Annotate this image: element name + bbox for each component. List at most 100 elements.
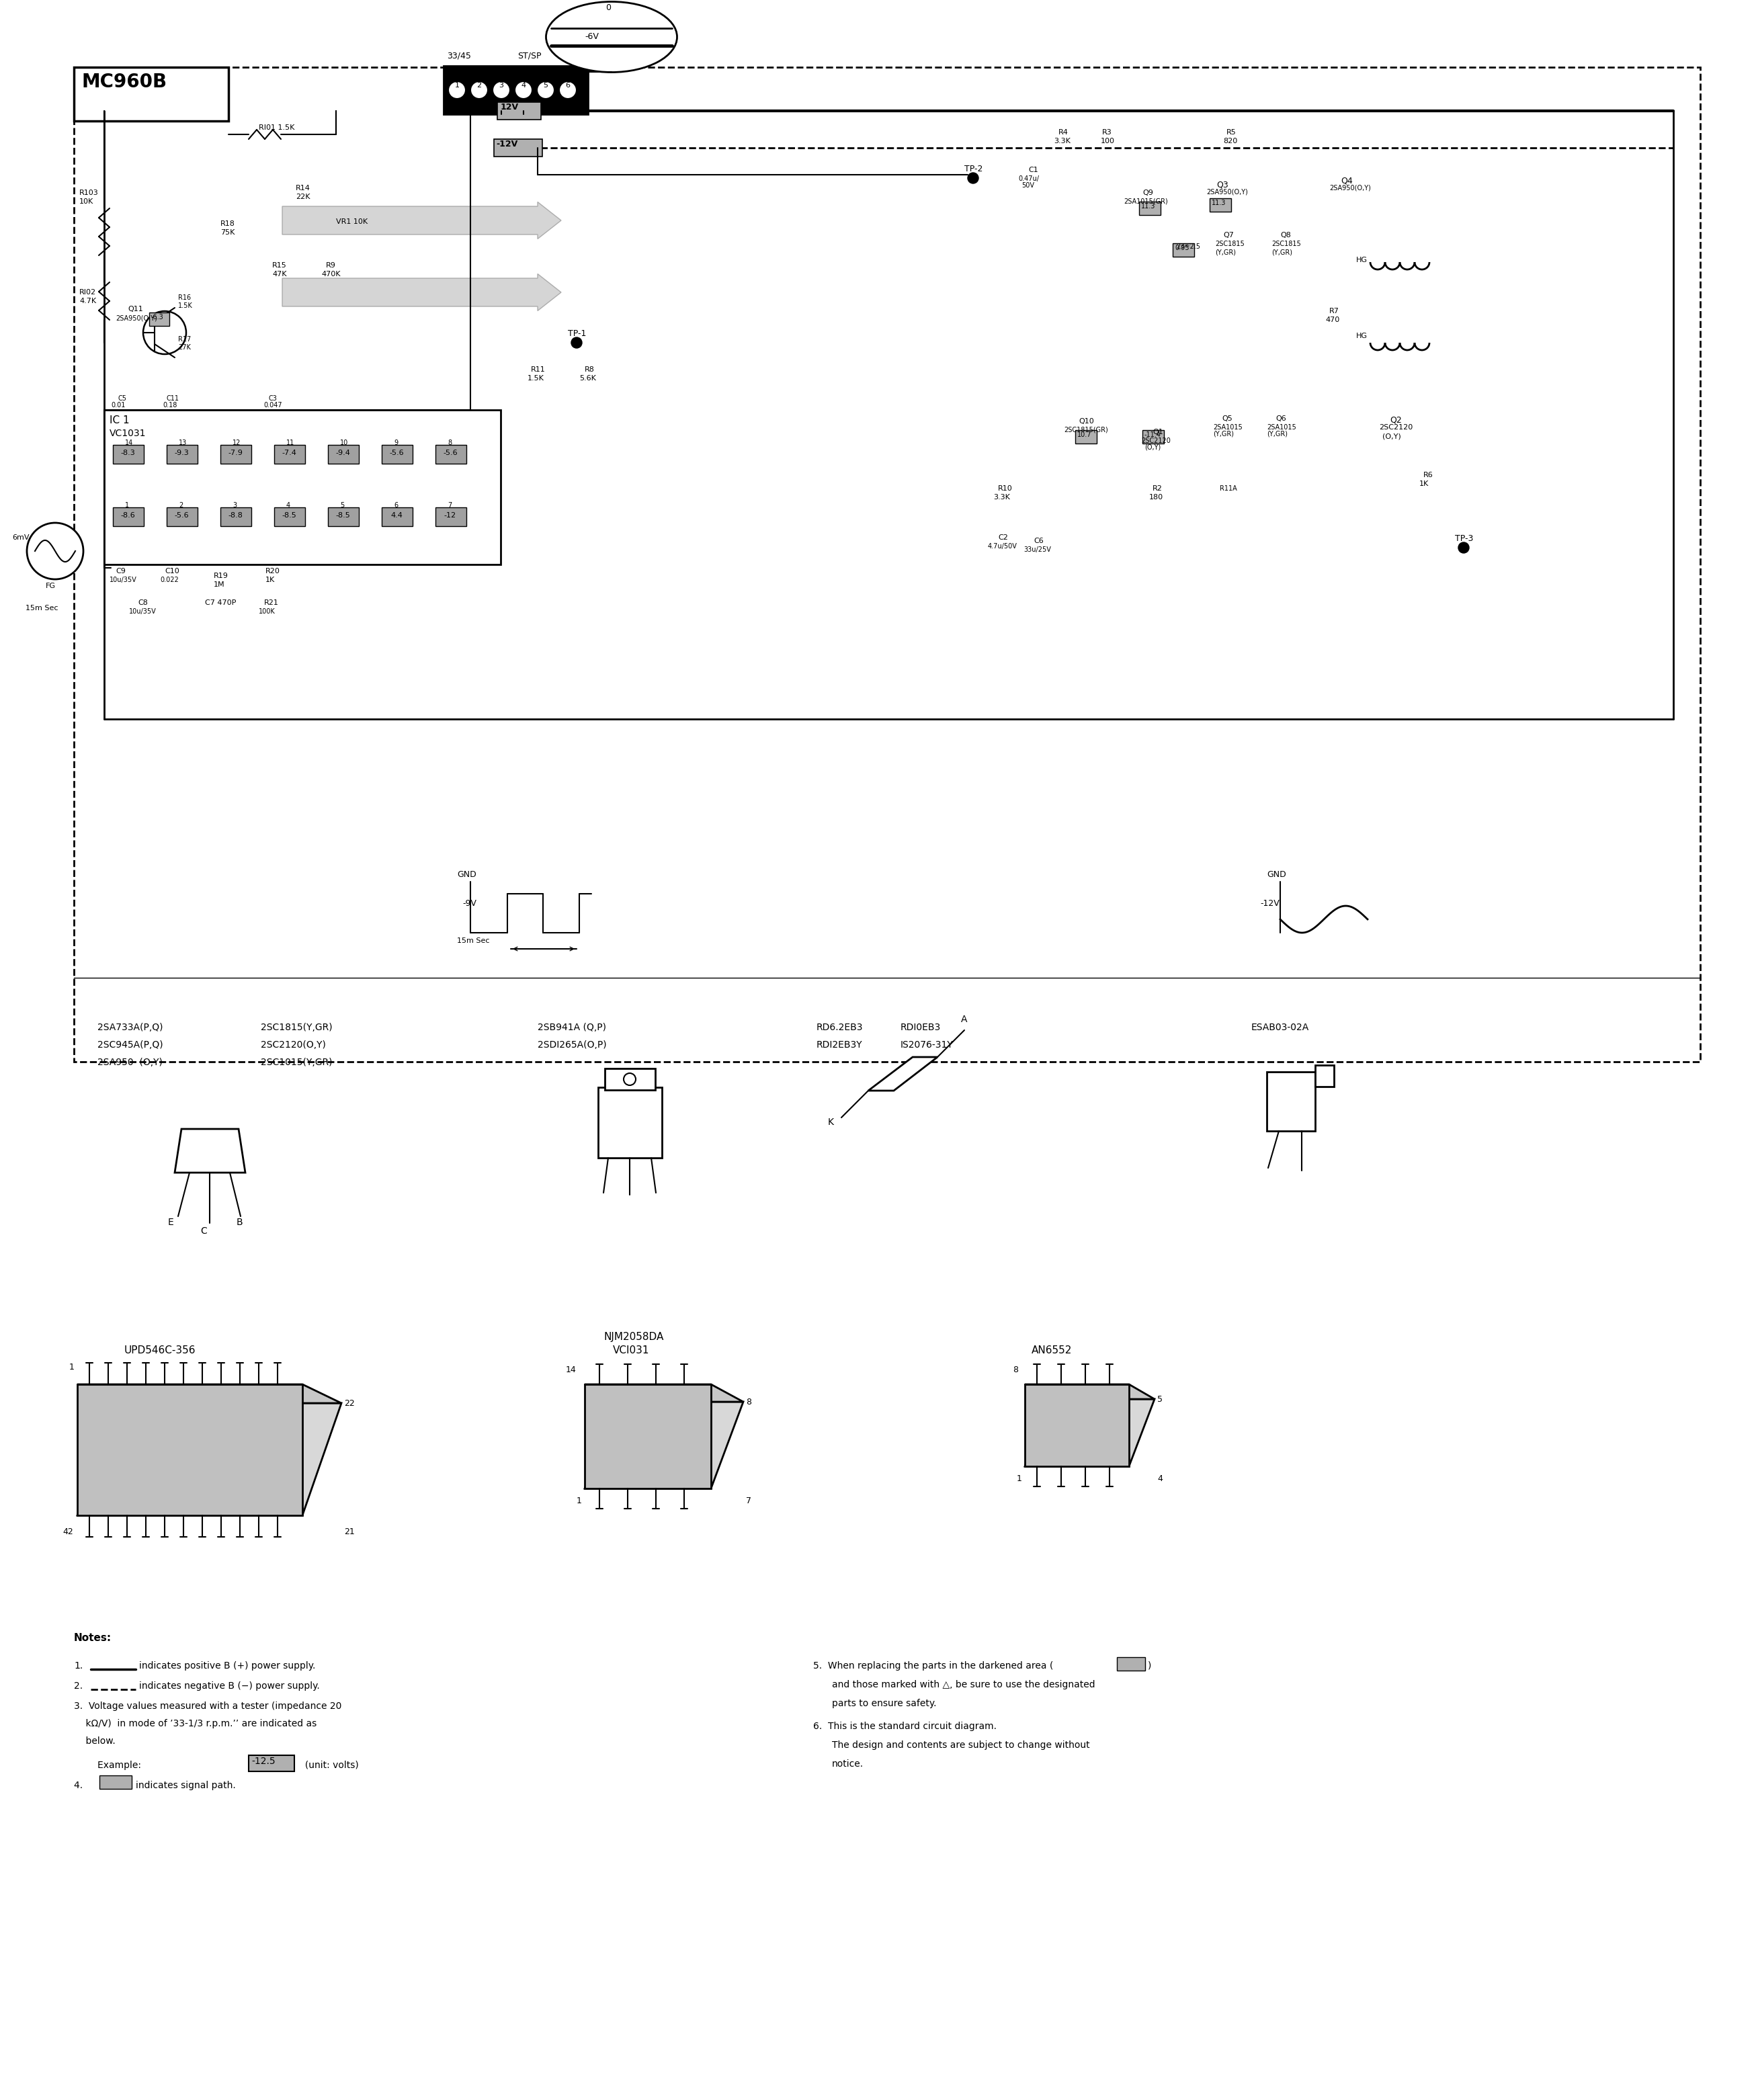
- Text: 8: 8: [746, 1399, 752, 1407]
- Text: The design and contents are subject to change without: The design and contents are subject to c…: [832, 1741, 1090, 1749]
- Text: (Y,GR): (Y,GR): [1271, 248, 1292, 256]
- FancyArrow shape: [283, 273, 562, 311]
- Text: 6.  This is the standard circuit diagram.: 6. This is the standard circuit diagram.: [813, 1722, 997, 1730]
- Text: 1: 1: [576, 1497, 581, 1506]
- Text: 3: 3: [499, 82, 504, 88]
- Text: 0.047: 0.047: [263, 401, 283, 410]
- Text: 1K: 1K: [265, 578, 276, 584]
- Text: IS2076-31Y: IS2076-31Y: [901, 1040, 954, 1050]
- Text: and those marked with △, be sure to use the designated: and those marked with △, be sure to use …: [832, 1680, 1096, 1688]
- Text: kΩ/V)  in mode of ’33-1/3 r.p.m.’’ are indicated as: kΩ/V) in mode of ’33-1/3 r.p.m.’’ are in…: [74, 1720, 316, 1728]
- Ellipse shape: [546, 2, 678, 71]
- Text: 4.7u/50V: 4.7u/50V: [989, 544, 1017, 550]
- Text: FG: FG: [46, 582, 56, 590]
- Text: Q1: Q1: [1152, 428, 1162, 435]
- Circle shape: [571, 338, 581, 349]
- Text: TP-2: TP-2: [964, 164, 983, 174]
- Text: 2SC2120(O,Y): 2SC2120(O,Y): [260, 1040, 327, 1050]
- Text: R11: R11: [530, 365, 546, 374]
- Text: 9: 9: [393, 439, 399, 445]
- Text: 7: 7: [448, 502, 451, 508]
- Bar: [1143, 430, 1164, 443]
- Text: -6V: -6V: [585, 32, 599, 42]
- Circle shape: [537, 82, 555, 99]
- Text: -5.6: -5.6: [174, 512, 188, 519]
- Circle shape: [144, 311, 186, 355]
- Text: R17: R17: [177, 336, 191, 342]
- Text: (Y,GR): (Y,GR): [1213, 430, 1234, 437]
- Text: 8: 8: [1013, 1365, 1018, 1373]
- Bar: [497, 103, 541, 120]
- Text: Q4: Q4: [1340, 176, 1352, 185]
- Text: 11.3: 11.3: [1212, 200, 1226, 206]
- Text: 10.7: 10.7: [1076, 430, 1092, 439]
- Text: -9.4: -9.4: [335, 449, 349, 456]
- Text: R19: R19: [214, 573, 228, 580]
- Text: 2SA1015: 2SA1015: [1266, 424, 1296, 430]
- Text: 2SA733A(P,Q): 2SA733A(P,Q): [97, 1023, 163, 1033]
- Text: C7 470P: C7 470P: [205, 598, 235, 607]
- Text: 5.6K: 5.6K: [579, 376, 595, 382]
- Circle shape: [968, 172, 978, 183]
- Text: 5: 5: [341, 502, 344, 508]
- Text: 100K: 100K: [258, 609, 276, 615]
- Text: 47K: 47K: [272, 271, 286, 277]
- Text: -5.6: -5.6: [443, 449, 458, 456]
- Text: VCI031: VCI031: [613, 1346, 650, 1354]
- Circle shape: [515, 82, 532, 99]
- Bar: [1026, 1384, 1129, 1466]
- Text: VC1031: VC1031: [109, 428, 146, 439]
- Text: -6.3: -6.3: [151, 313, 163, 321]
- Polygon shape: [1026, 1399, 1154, 1466]
- Text: -9.3: -9.3: [174, 449, 188, 456]
- Text: ): ): [1148, 1661, 1152, 1672]
- Text: UPD546C-356: UPD546C-356: [125, 1346, 197, 1354]
- Text: R103: R103: [79, 189, 98, 195]
- Text: K: K: [827, 1117, 834, 1128]
- Text: 0.18: 0.18: [163, 401, 177, 410]
- Polygon shape: [176, 1130, 246, 1172]
- Text: notice.: notice.: [832, 1760, 864, 1768]
- Text: VR1 10K: VR1 10K: [335, 218, 367, 225]
- Text: 2SA1015(GR): 2SA1015(GR): [1124, 197, 1168, 206]
- Circle shape: [558, 82, 576, 99]
- Bar: [167, 508, 198, 527]
- Text: -11.4: -11.4: [1145, 430, 1161, 439]
- Text: -8.5: -8.5: [281, 512, 297, 519]
- Bar: [1173, 244, 1194, 256]
- Text: R15: R15: [272, 262, 286, 269]
- Bar: [1117, 1657, 1145, 1672]
- Text: R5: R5: [1226, 128, 1236, 136]
- Text: RDI2EB3Y: RDI2EB3Y: [817, 1040, 862, 1050]
- Polygon shape: [77, 1403, 341, 1516]
- Text: 22K: 22K: [295, 193, 311, 200]
- Text: R11A: R11A: [1220, 485, 1236, 491]
- Text: R20: R20: [265, 567, 281, 575]
- Text: 33u/25V: 33u/25V: [1024, 546, 1050, 552]
- Text: 10K: 10K: [79, 197, 93, 206]
- Text: 33/45: 33/45: [446, 50, 471, 59]
- Text: parts to ensure safety.: parts to ensure safety.: [832, 1699, 936, 1707]
- Text: -5.6: -5.6: [390, 449, 404, 456]
- Text: (Y,GR): (Y,GR): [1215, 248, 1236, 256]
- Text: indicates signal path.: indicates signal path.: [135, 1781, 235, 1789]
- Text: -12V: -12V: [1261, 899, 1280, 907]
- Text: 13: 13: [179, 439, 186, 445]
- Text: B: B: [237, 1218, 242, 1226]
- Text: 4.: 4.: [74, 1781, 88, 1789]
- Text: C5: C5: [118, 395, 126, 401]
- Text: 15m Sec: 15m Sec: [457, 937, 490, 945]
- Text: 10u/35V: 10u/35V: [128, 609, 156, 615]
- Text: 2SC1815: 2SC1815: [1271, 242, 1301, 248]
- Text: 100: 100: [1101, 139, 1115, 145]
- Text: -12V: -12V: [495, 141, 518, 149]
- Bar: [1075, 430, 1098, 443]
- Text: TP-1: TP-1: [567, 330, 587, 338]
- Text: 2SC1015(Y,GR): 2SC1015(Y,GR): [260, 1058, 332, 1067]
- Text: below.: below.: [74, 1737, 116, 1745]
- Text: C2: C2: [997, 533, 1008, 542]
- Text: R3: R3: [1103, 128, 1112, 136]
- Text: RD6.2EB3: RD6.2EB3: [817, 1023, 864, 1033]
- Text: IC 1: IC 1: [109, 416, 130, 426]
- Polygon shape: [867, 1056, 938, 1090]
